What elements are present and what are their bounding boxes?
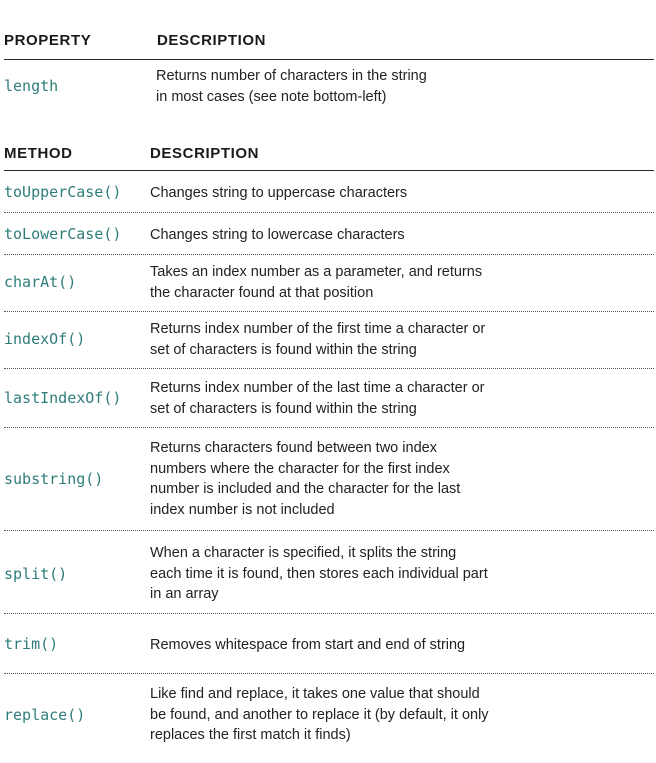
method-header-rule (4, 170, 654, 171)
method-description: Removes whitespace from start and end of… (150, 637, 466, 653)
row-divider (4, 254, 654, 255)
method-description: Changes string to uppercase characters (150, 185, 408, 201)
property-description-heading: DESCRIPTION (157, 32, 267, 49)
method-name: split() (4, 565, 68, 583)
method-description: Takes an index number as a parameter, an… (150, 264, 483, 301)
method-name: indexOf() (4, 330, 86, 348)
row-divider (4, 212, 654, 213)
row-divider (4, 368, 654, 369)
method-name: substring() (4, 470, 104, 488)
method-description: Returns characters found between two ind… (150, 440, 461, 518)
property-header-rule (4, 59, 654, 60)
method-name: replace() (4, 706, 86, 724)
method-description-heading: DESCRIPTION (150, 145, 260, 162)
method-description: Changes string to lowercase characters (150, 227, 405, 243)
method-description: Like find and replace, it takes one valu… (150, 686, 489, 743)
row-divider (4, 613, 654, 614)
method-name: trim() (4, 635, 59, 653)
method-description: Returns index number of the last time a … (150, 380, 485, 417)
method-description: When a character is specified, it splits… (150, 545, 488, 602)
method-column-heading: METHOD (4, 145, 73, 162)
row-divider (4, 530, 654, 531)
method-description: Returns index number of the first time a… (150, 321, 486, 358)
method-name: lastIndexOf() (4, 389, 122, 407)
row-divider (4, 673, 654, 674)
property-description: Returns number of characters in the stri… (156, 68, 427, 105)
row-divider (4, 427, 654, 428)
method-name: toLowerCase() (4, 225, 122, 243)
property-name: length (4, 77, 59, 95)
method-name: toUpperCase() (4, 183, 122, 201)
method-name: charAt() (4, 273, 77, 291)
property-column-heading: PROPERTY (4, 32, 92, 49)
row-divider (4, 311, 654, 312)
